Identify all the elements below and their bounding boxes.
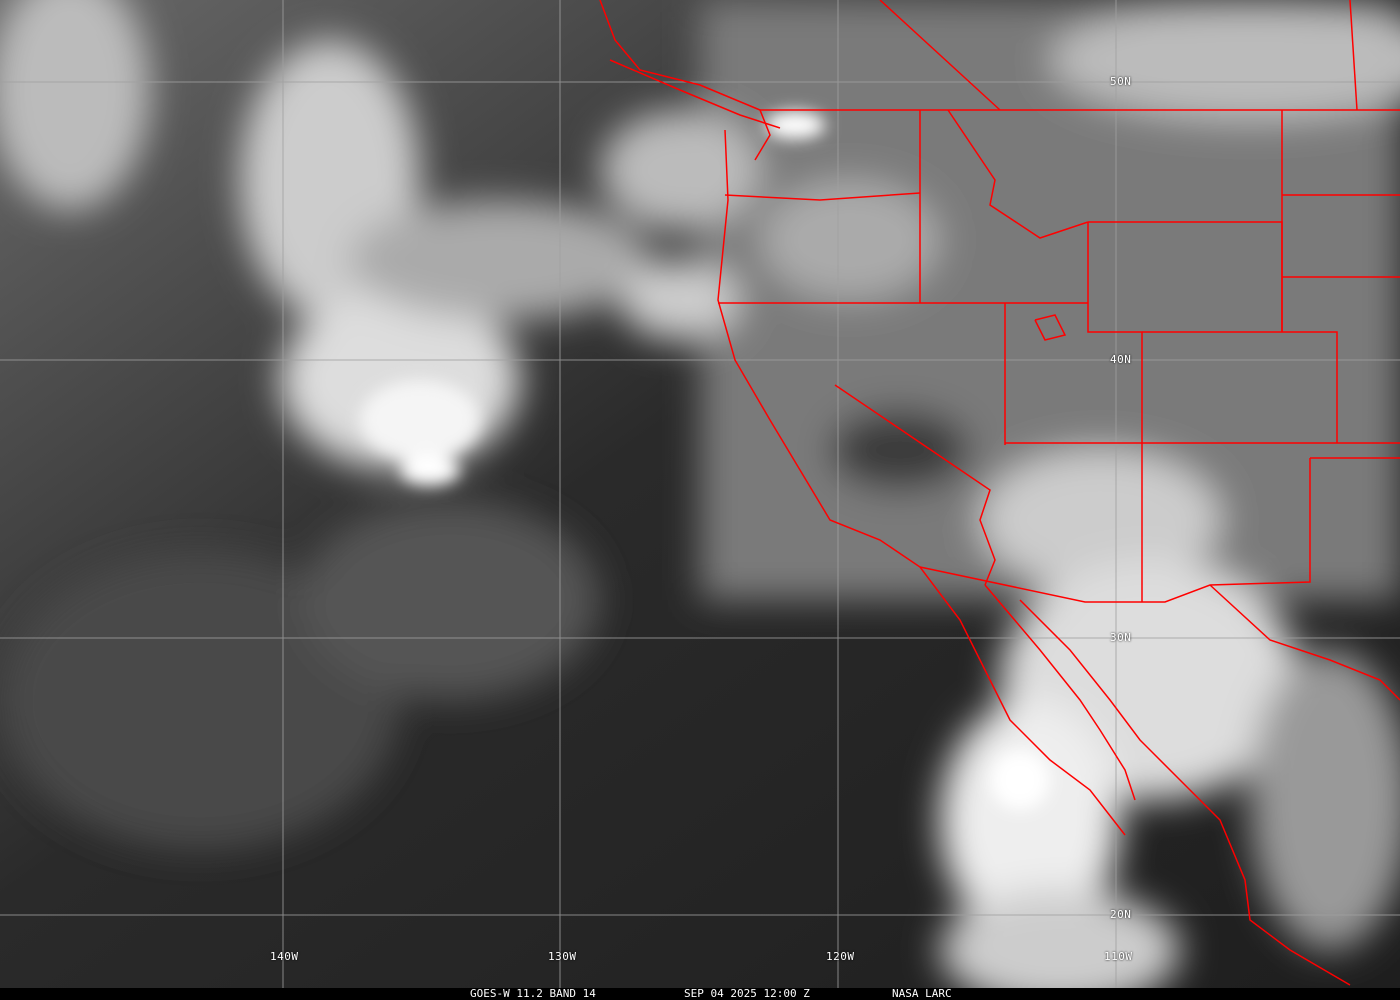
lon-label-130w: 130W xyxy=(548,950,577,963)
lat-label-50n: 50N xyxy=(1110,75,1132,88)
source-label: NASA LARC xyxy=(892,987,952,1000)
timestamp-label: SEP 04 2025 12:00 Z xyxy=(684,987,810,1000)
political-borders xyxy=(599,0,1400,986)
lon-label-140w: 140W xyxy=(270,950,299,963)
lat-label-20n: 20N xyxy=(1110,908,1132,921)
lon-label-110w: 110W xyxy=(1104,950,1133,963)
lat-label-30n: 30N xyxy=(1110,631,1132,644)
lat-label-40n: 40N xyxy=(1110,353,1132,366)
image-caption-bar: GOES-W 11.2 BAND 14 SEP 04 2025 12:00 Z … xyxy=(0,988,1400,1000)
satellite-band-label: GOES-W 11.2 BAND 14 xyxy=(470,987,596,1000)
lon-label-120w: 120W xyxy=(826,950,855,963)
